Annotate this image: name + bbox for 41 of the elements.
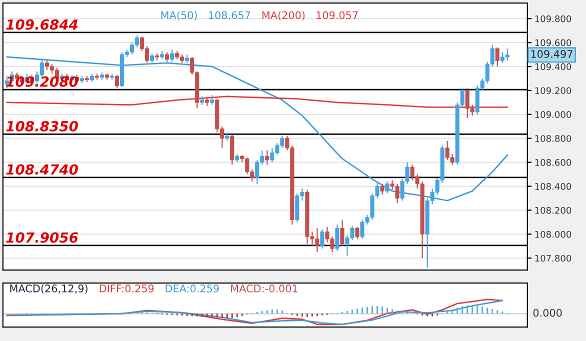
candlestick bbox=[495, 46, 500, 68]
y-tick-label: 108.600 bbox=[535, 159, 572, 166]
candlestick bbox=[380, 183, 384, 196]
text: MA(200) bbox=[262, 11, 305, 20]
line-series bbox=[6, 56, 508, 202]
candlestick bbox=[170, 49, 174, 62]
y-tick-label: 107.800 bbox=[535, 254, 572, 262]
candlestick bbox=[115, 74, 120, 89]
text: 109.497 bbox=[531, 50, 572, 58]
candlestick bbox=[385, 180, 390, 194]
y-tick-label: 109.600 bbox=[535, 39, 572, 46]
candlestick bbox=[355, 226, 360, 240]
candlestick bbox=[150, 52, 154, 64]
candlestick bbox=[210, 94, 214, 106]
annotation: 109.057 bbox=[316, 11, 358, 20]
text: MACD:-0.001 bbox=[231, 284, 298, 292]
y-tick-label: 108.200 bbox=[535, 206, 572, 214]
ref-line-label: 108.4740 bbox=[6, 164, 78, 175]
candlestick bbox=[265, 150, 270, 166]
y-tick-label: 109.400 bbox=[535, 63, 572, 70]
candlestick bbox=[230, 134, 234, 166]
ref-line-label: 109.6844 bbox=[6, 19, 78, 30]
y-tick-label: 108.400 bbox=[535, 182, 572, 190]
candlestick bbox=[335, 224, 340, 252]
text: MA(50) bbox=[161, 11, 197, 20]
y-tick-label: 109.000 bbox=[535, 111, 572, 118]
y-tick-label: 109.800 bbox=[535, 15, 572, 22]
chart-title: MACD(26,12,9) bbox=[10, 284, 88, 294]
annotation: 108.657 bbox=[209, 11, 250, 20]
candlestick bbox=[165, 52, 170, 62]
candlestick bbox=[320, 228, 324, 250]
y-tick-label: 108.800 bbox=[535, 135, 572, 142]
line-series bbox=[6, 96, 508, 108]
ref-line-label: 108.8350 bbox=[6, 120, 78, 132]
ref-line-label: 107.9056 bbox=[6, 232, 78, 243]
y-tick-label: 108.000 bbox=[535, 230, 572, 238]
ref-line-label: 0.000 bbox=[533, 308, 562, 317]
series-label: DEA:0.259 bbox=[166, 284, 219, 292]
candlestick bbox=[340, 219, 344, 247]
y-tick-label: 109.200 bbox=[535, 87, 572, 94]
series-label: DIFF:0.259 bbox=[100, 284, 154, 292]
